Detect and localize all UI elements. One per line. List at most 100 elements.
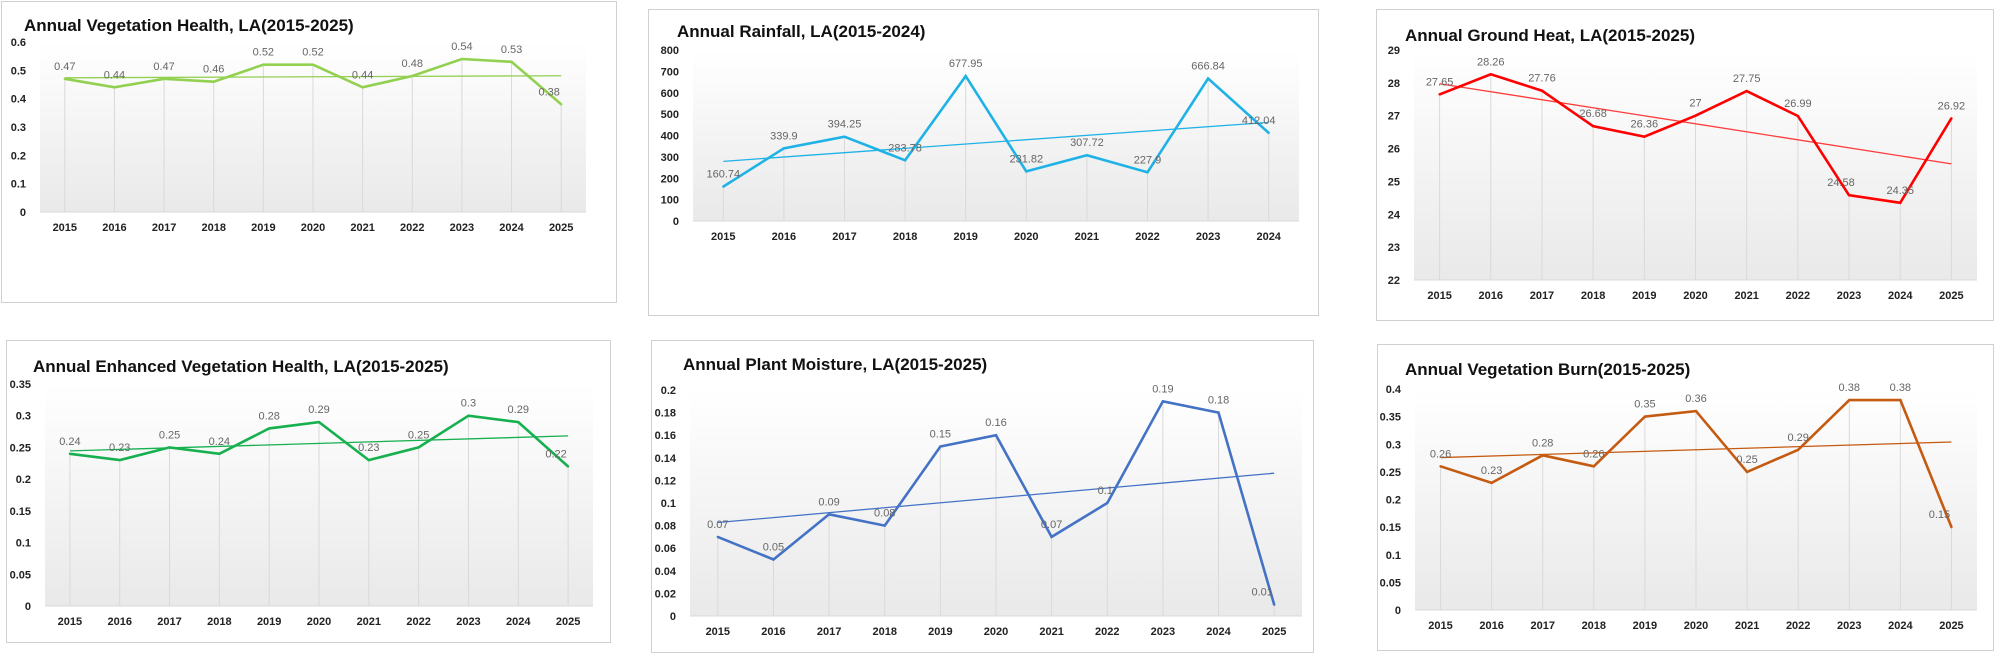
data-label: 27.76 bbox=[1528, 73, 1556, 85]
x-tick-label: 2023 bbox=[1837, 290, 1861, 302]
x-tick-label: 2020 bbox=[984, 626, 1008, 638]
y-tick-label: 0.4 bbox=[1386, 384, 1402, 396]
x-tick-label: 2022 bbox=[400, 222, 424, 234]
x-tick-label: 2018 bbox=[207, 616, 231, 628]
x-tick-label: 2021 bbox=[350, 222, 374, 234]
data-label: 24.35 bbox=[1886, 185, 1914, 197]
data-label: 0.24 bbox=[59, 436, 80, 448]
data-label: 0.23 bbox=[1481, 465, 1502, 477]
data-point bbox=[827, 513, 831, 516]
x-tick-label: 2018 bbox=[1582, 620, 1606, 632]
chart-svg-ground-heat: Annual Ground Heat, LA(2015-2025) 22 23 24… bbox=[1388, 26, 1977, 302]
y-tick-label: 0.05 bbox=[10, 569, 31, 581]
data-point bbox=[1050, 535, 1053, 539]
data-point bbox=[1848, 398, 1851, 402]
y-tick-label: 0.2 bbox=[16, 474, 31, 486]
y-tick-label: 0 bbox=[673, 216, 679, 228]
data-label: 26.99 bbox=[1784, 98, 1812, 110]
y-tick-label: 700 bbox=[661, 66, 679, 78]
data-label: 394.25 bbox=[828, 119, 862, 131]
trendline-plant-moisture bbox=[717, 472, 1275, 524]
chart-title-evi: Annual Enhanced Vegetation Health, LA(20… bbox=[33, 357, 449, 376]
data-point bbox=[1591, 125, 1595, 128]
y-tick-label: 0.04 bbox=[655, 566, 677, 578]
data-label: 0.26 bbox=[1583, 448, 1604, 460]
data-point bbox=[262, 63, 265, 66]
y-tick-label: 0.18 bbox=[655, 408, 676, 420]
y-tick-label: 0.14 bbox=[655, 453, 677, 465]
x-tick-label: 2017 bbox=[817, 626, 841, 638]
x-tick-label: 2016 bbox=[107, 616, 131, 628]
data-point bbox=[772, 558, 775, 561]
y-tick-label: 0 bbox=[25, 601, 31, 613]
x-tick-label: 2018 bbox=[1581, 290, 1605, 302]
chart-svg-vegetation-burn: Annual Vegetation Burn(2015-2025) 0 0.05 0… bbox=[1380, 360, 1977, 632]
data-point bbox=[1796, 114, 1800, 118]
y-tick-label: 0.16 bbox=[655, 430, 676, 442]
x-tick-label: 2021 bbox=[1075, 231, 1099, 243]
data-label: 0.19 bbox=[1152, 383, 1173, 395]
data-label: 0.22 bbox=[545, 448, 566, 460]
data-label: 0.44 bbox=[352, 69, 373, 81]
data-label: 0.07 bbox=[707, 519, 728, 531]
data-point bbox=[903, 159, 907, 162]
data-point bbox=[460, 57, 464, 61]
x-tick-label: 2025 bbox=[1939, 290, 1963, 302]
data-label: 0.23 bbox=[109, 442, 130, 454]
x-tick-label: 2024 bbox=[1206, 626, 1231, 638]
x-tick-label: 2018 bbox=[201, 222, 225, 234]
data-point bbox=[417, 446, 420, 449]
x-tick-label: 2025 bbox=[549, 222, 573, 234]
data-point bbox=[716, 535, 720, 539]
chart-title-vegetation-burn: Annual Vegetation Burn(2015-2025) bbox=[1405, 360, 1690, 379]
data-point bbox=[1146, 171, 1149, 174]
x-tick-label: 2020 bbox=[1684, 620, 1708, 632]
data-point bbox=[1106, 501, 1109, 505]
x-tick-label: 2022 bbox=[1786, 620, 1810, 632]
data-label: 0.25 bbox=[1736, 454, 1757, 466]
data-label: 28.26 bbox=[1477, 56, 1505, 68]
x-tick-label: 2019 bbox=[251, 222, 275, 234]
x-tick-label: 2024 bbox=[1888, 290, 1913, 302]
x-tick-label: 2016 bbox=[102, 222, 126, 234]
data-point bbox=[1267, 131, 1270, 135]
x-tick-label: 2022 bbox=[1135, 231, 1159, 243]
y-tick-label: 26 bbox=[1388, 144, 1400, 156]
data-point bbox=[367, 458, 371, 462]
y-tick-label: 0.4 bbox=[11, 94, 27, 106]
data-label: 0.38 bbox=[1839, 382, 1860, 394]
data-label: 0.26 bbox=[1430, 448, 1451, 460]
x-tick-label: 2023 bbox=[456, 616, 480, 628]
data-label: 666.84 bbox=[1191, 60, 1225, 72]
data-label: 26.68 bbox=[1579, 108, 1607, 120]
x-tick-label: 2017 bbox=[152, 222, 176, 234]
data-label: 0.3 bbox=[461, 398, 476, 410]
data-label: 27.65 bbox=[1426, 76, 1454, 88]
x-tick-label: 2019 bbox=[257, 616, 281, 628]
chart-panel-vegetation-burn: Annual Vegetation Burn(2015-2025) 0 0.05 0… bbox=[1377, 344, 1994, 651]
y-tick-label: 0 bbox=[1395, 605, 1401, 617]
data-label: 0.29 bbox=[508, 404, 529, 416]
data-point bbox=[1950, 117, 1953, 120]
data-label: 307.72 bbox=[1070, 137, 1104, 149]
data-point bbox=[1899, 398, 1902, 402]
data-point bbox=[994, 434, 998, 437]
data-point bbox=[162, 77, 166, 81]
data-point bbox=[964, 74, 967, 78]
data-point bbox=[1694, 409, 1698, 413]
x-tick-label: 2021 bbox=[1734, 290, 1758, 302]
x-tick-label: 2017 bbox=[1530, 620, 1554, 632]
data-label: 0.38 bbox=[1890, 382, 1911, 394]
x-tick-label: 2017 bbox=[1530, 290, 1554, 302]
chart-title-rainfall: Annual Rainfall, LA(2015-2024) bbox=[677, 22, 925, 41]
data-label: 0.36 bbox=[1685, 393, 1706, 405]
y-tick-label: 27 bbox=[1388, 111, 1400, 123]
chart-svg-rainfall: Annual Rainfall, LA(2015-2024) 0 100 200 30… bbox=[661, 22, 1299, 243]
x-tick-label: 2016 bbox=[772, 231, 796, 243]
chart-svg-ndvi: Annual Vegetation Health, LA(2015-2025) … bbox=[11, 16, 586, 234]
data-label: 0.47 bbox=[54, 61, 75, 73]
data-point bbox=[1025, 170, 1028, 173]
y-tick-label: 28 bbox=[1388, 78, 1400, 90]
data-label: 0.01 bbox=[1251, 587, 1272, 599]
x-tick-label: 2017 bbox=[157, 616, 181, 628]
